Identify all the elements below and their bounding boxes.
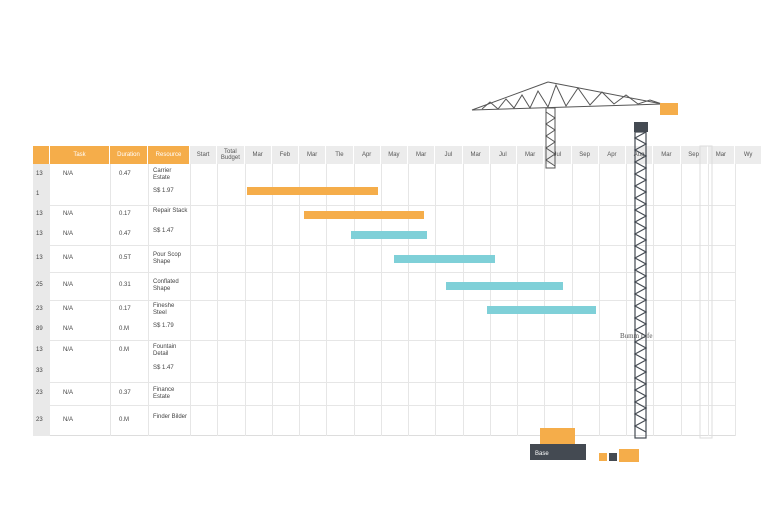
resource: Pour Scop Shape (153, 251, 182, 265)
header-2[interactable]: Duration (110, 146, 148, 164)
timeline-header[interactable]: Apr (353, 146, 381, 164)
row-number: 1 (36, 191, 40, 197)
task-name[interactable]: N/A (63, 211, 74, 217)
material-box (619, 449, 639, 462)
resource: Fineshe Steel (153, 303, 175, 316)
timeline-header[interactable]: Jul (489, 146, 517, 164)
scrollbar[interactable] (699, 145, 713, 439)
duration: 0.17 (119, 306, 131, 312)
row-divider (50, 382, 735, 383)
duration: 0.M (119, 416, 130, 423)
duration: 0.31 (119, 282, 131, 288)
task-name[interactable]: N/A (63, 282, 74, 288)
row-number: 13 (36, 231, 43, 237)
resource: Conflated Shape (153, 279, 179, 292)
timeline-header[interactable]: Total Budget (217, 146, 245, 164)
timeline-header[interactable]: Mar (408, 146, 436, 164)
site-office-label: Base (535, 451, 549, 457)
timeline-header[interactable]: Mar (462, 146, 490, 164)
timeline-header[interactable]: Sep (680, 146, 708, 164)
row-divider (50, 272, 735, 273)
crane-cab (634, 122, 648, 132)
crane-counterweight (660, 103, 678, 115)
row-number: 33 (36, 368, 43, 374)
task-name[interactable]: N/A (63, 347, 74, 353)
timeline-header[interactable]: Mar (517, 146, 545, 164)
gantt-bar[interactable] (304, 211, 425, 219)
gantt-bar[interactable] (446, 282, 564, 290)
resource: S$ 1.47 (153, 228, 174, 234)
timeline-header[interactable]: May (380, 146, 408, 164)
crane-mast-secondary (545, 107, 556, 169)
material-box (599, 453, 607, 461)
row-number: 23 (36, 389, 43, 396)
grid-line (735, 164, 736, 436)
resource: S$ 1.47 (153, 365, 174, 371)
material-box (609, 453, 617, 461)
row-number: 13 (36, 347, 43, 353)
timeline-header[interactable]: Wy (735, 146, 763, 164)
gantt-bar[interactable] (247, 186, 379, 195)
row-divider (50, 340, 735, 341)
crane-label: Bumm Life (620, 332, 652, 340)
duration: 0.M (119, 326, 130, 332)
site-office (530, 444, 586, 460)
row-number-column (33, 164, 50, 436)
resource: Carrier Estate (153, 167, 172, 181)
task-name[interactable]: N/A (63, 326, 74, 332)
duration: 0.47 (119, 170, 131, 177)
row-number: 89 (36, 326, 43, 332)
header-1[interactable]: Task (50, 146, 110, 164)
resource: S$ 1.79 (153, 323, 174, 329)
header-0[interactable] (33, 146, 50, 164)
header-3[interactable]: Resource (148, 146, 190, 164)
task-name[interactable]: N/A (63, 306, 74, 312)
resource: S$ 1.97 (153, 188, 174, 194)
task-name[interactable]: N/A (63, 170, 74, 177)
task-name[interactable]: N/A (63, 231, 74, 237)
timeline-header[interactable]: Start (190, 146, 218, 164)
resource: Finance Estate (153, 386, 175, 400)
row-divider (50, 205, 735, 206)
resource: Finder Bilder (153, 413, 188, 420)
gantt-bar[interactable] (487, 306, 597, 314)
timeline-header[interactable]: Mar (299, 146, 327, 164)
timeline-header[interactable]: Jul (435, 146, 463, 164)
row-number: 23 (36, 306, 43, 312)
row-number: 23 (36, 416, 43, 423)
timeline-header[interactable]: Sep (571, 146, 599, 164)
gantt-bar[interactable] (394, 254, 496, 263)
row-number: 13 (36, 254, 43, 261)
crane-jib (471, 81, 663, 111)
duration: 0.47 (119, 231, 131, 237)
timeline-header[interactable]: Mar (707, 146, 735, 164)
timeline-header[interactable]: Feb (271, 146, 299, 164)
duration: 0.5T (119, 254, 132, 261)
row-divider (50, 245, 735, 246)
duration: 0.17 (119, 211, 131, 217)
gantt-bar[interactable] (350, 231, 428, 239)
timeline-header[interactable]: Tle (326, 146, 354, 164)
row-divider (50, 300, 735, 301)
timeline-header[interactable]: Jul (544, 146, 572, 164)
resource: Fountain Detail (153, 344, 177, 357)
duration: 0.M (119, 347, 130, 353)
resource: Repair Stack (153, 208, 188, 214)
row-divider (50, 405, 735, 406)
task-name[interactable]: N/A (63, 389, 74, 396)
timeline-header[interactable]: Apr (598, 146, 626, 164)
row-number: 13 (36, 211, 43, 217)
container-box (540, 428, 575, 444)
timeline-header[interactable]: Mar (244, 146, 272, 164)
duration: 0.37 (119, 389, 131, 396)
task-name[interactable]: N/A (63, 254, 74, 261)
timeline-header[interactable]: Mar (653, 146, 681, 164)
crane-mast (633, 131, 648, 439)
row-number: 13 (36, 170, 43, 177)
gantt-chart: Task Duration Resource Start Total Budget Mar… (33, 146, 763, 436)
row-number: 25 (36, 282, 43, 288)
task-name[interactable]: N/A (63, 416, 74, 423)
